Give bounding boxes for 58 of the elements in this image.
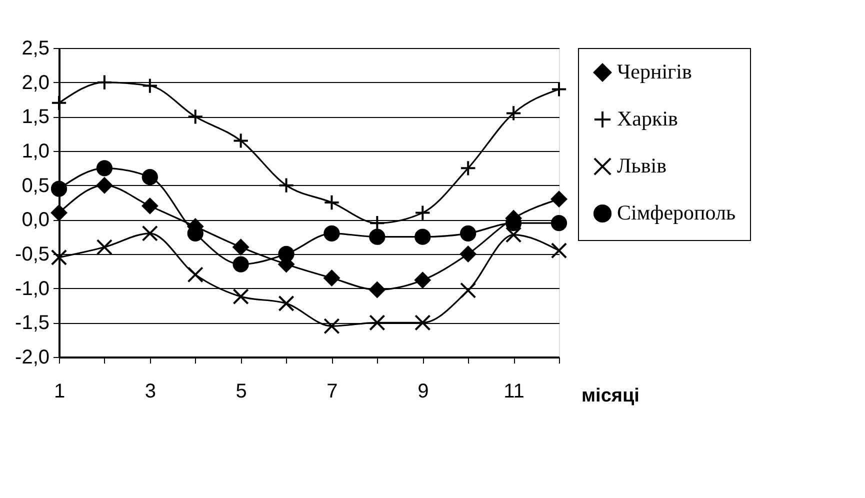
point: [50, 204, 68, 221]
point: [232, 239, 249, 256]
y-tick-label: -2,0: [15, 346, 50, 368]
y-tick-label: 2,0: [22, 72, 50, 94]
point: [142, 225, 158, 242]
point: [232, 288, 249, 305]
point: [414, 314, 431, 331]
point: [50, 249, 68, 266]
x-tick-label: 3: [144, 380, 156, 402]
point: [369, 228, 386, 245]
y-tick-label: 0,0: [22, 209, 50, 232]
point: [142, 198, 158, 214]
y-tick-label: 1,0: [22, 140, 50, 162]
point: [96, 239, 113, 256]
point: [50, 180, 68, 197]
point: [278, 295, 294, 312]
x-tick-label: 1: [54, 380, 66, 402]
legend-label: Сімферополь: [617, 200, 736, 224]
point: [324, 318, 340, 334]
point: [324, 194, 340, 211]
x-tick-label: 11: [504, 380, 524, 402]
x-axis-title: місяці: [582, 386, 640, 406]
point: [278, 246, 294, 262]
legend-label: Львів: [617, 154, 667, 178]
point: [324, 225, 340, 242]
point: [369, 314, 386, 331]
point: [505, 105, 522, 122]
x-tick-label: 7: [326, 380, 338, 402]
point: [550, 215, 568, 232]
point: [550, 242, 568, 259]
point: [460, 282, 476, 298]
point: [187, 266, 204, 283]
y-tick-label: 2,5: [22, 38, 50, 60]
y-tick-label: -0,5: [15, 244, 50, 266]
point: [96, 177, 113, 194]
y-tick-label: -1,0: [15, 278, 50, 300]
point: [460, 246, 476, 262]
point: [142, 169, 158, 186]
point: [324, 270, 340, 286]
point: [460, 160, 476, 176]
point: [414, 272, 431, 288]
point: [414, 204, 431, 221]
point: [369, 282, 386, 298]
x-tick-label: 5: [236, 380, 247, 402]
x-tick-label: 9: [418, 380, 429, 402]
y-tick-label: 1,5: [22, 106, 50, 128]
point: [414, 228, 431, 245]
point: [96, 160, 113, 176]
point: [232, 256, 249, 272]
point: [505, 226, 522, 243]
point: [460, 225, 476, 242]
y-tick-label: -1,5: [15, 312, 50, 334]
point: [232, 132, 249, 149]
point: [550, 81, 568, 98]
legend-label: Чернігів: [617, 60, 692, 84]
point: [550, 190, 568, 208]
y-tick-label: 0,5: [22, 174, 50, 197]
legend-label: Харків: [617, 106, 678, 130]
